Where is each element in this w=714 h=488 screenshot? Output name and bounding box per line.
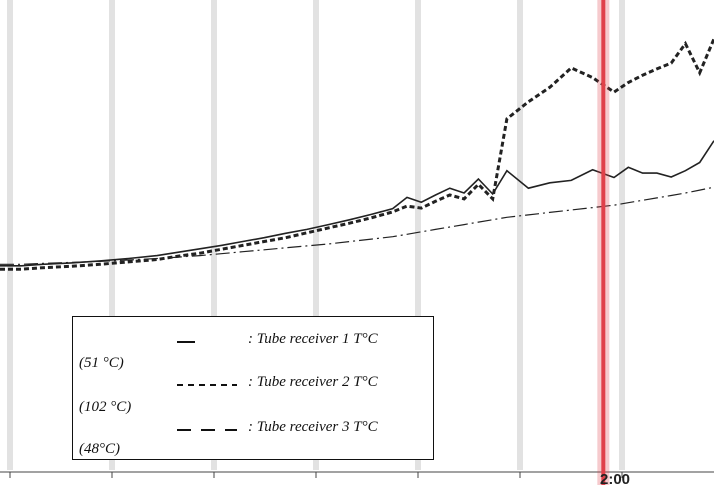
x-tick-label: 2:00 xyxy=(600,471,631,488)
legend-swatch-2 xyxy=(177,384,237,386)
legend-value-1: (51 °C) xyxy=(79,355,124,371)
legend-label-2: : Tube receiver 2 T°C xyxy=(248,374,378,390)
legend: : Tube receiver 1 T°C (51 °C) : Tube rec… xyxy=(72,316,434,460)
x-axis-layer xyxy=(0,471,714,478)
legend-swatch-1 xyxy=(177,341,237,343)
legend-value-2: (102 °C) xyxy=(79,399,132,415)
series-line-3 xyxy=(0,186,714,265)
legend-item-2: : Tube receiver 2 T°C xyxy=(73,374,433,394)
legend-swatch-3 xyxy=(177,429,237,431)
series-line-2 xyxy=(0,38,714,271)
legend-item-1: : Tube receiver 1 T°C xyxy=(73,331,433,351)
time-marker xyxy=(597,0,610,485)
series-lines xyxy=(0,38,714,271)
vertical-gridlines xyxy=(7,0,625,470)
legend-label-1: : Tube receiver 1 T°C xyxy=(248,331,378,347)
legend-item-3: : Tube receiver 3 T°C xyxy=(73,419,433,439)
legend-label-3: : Tube receiver 3 T°C xyxy=(248,419,378,435)
series-line-1 xyxy=(0,140,714,267)
legend-value-3: (48°C) xyxy=(79,441,120,457)
